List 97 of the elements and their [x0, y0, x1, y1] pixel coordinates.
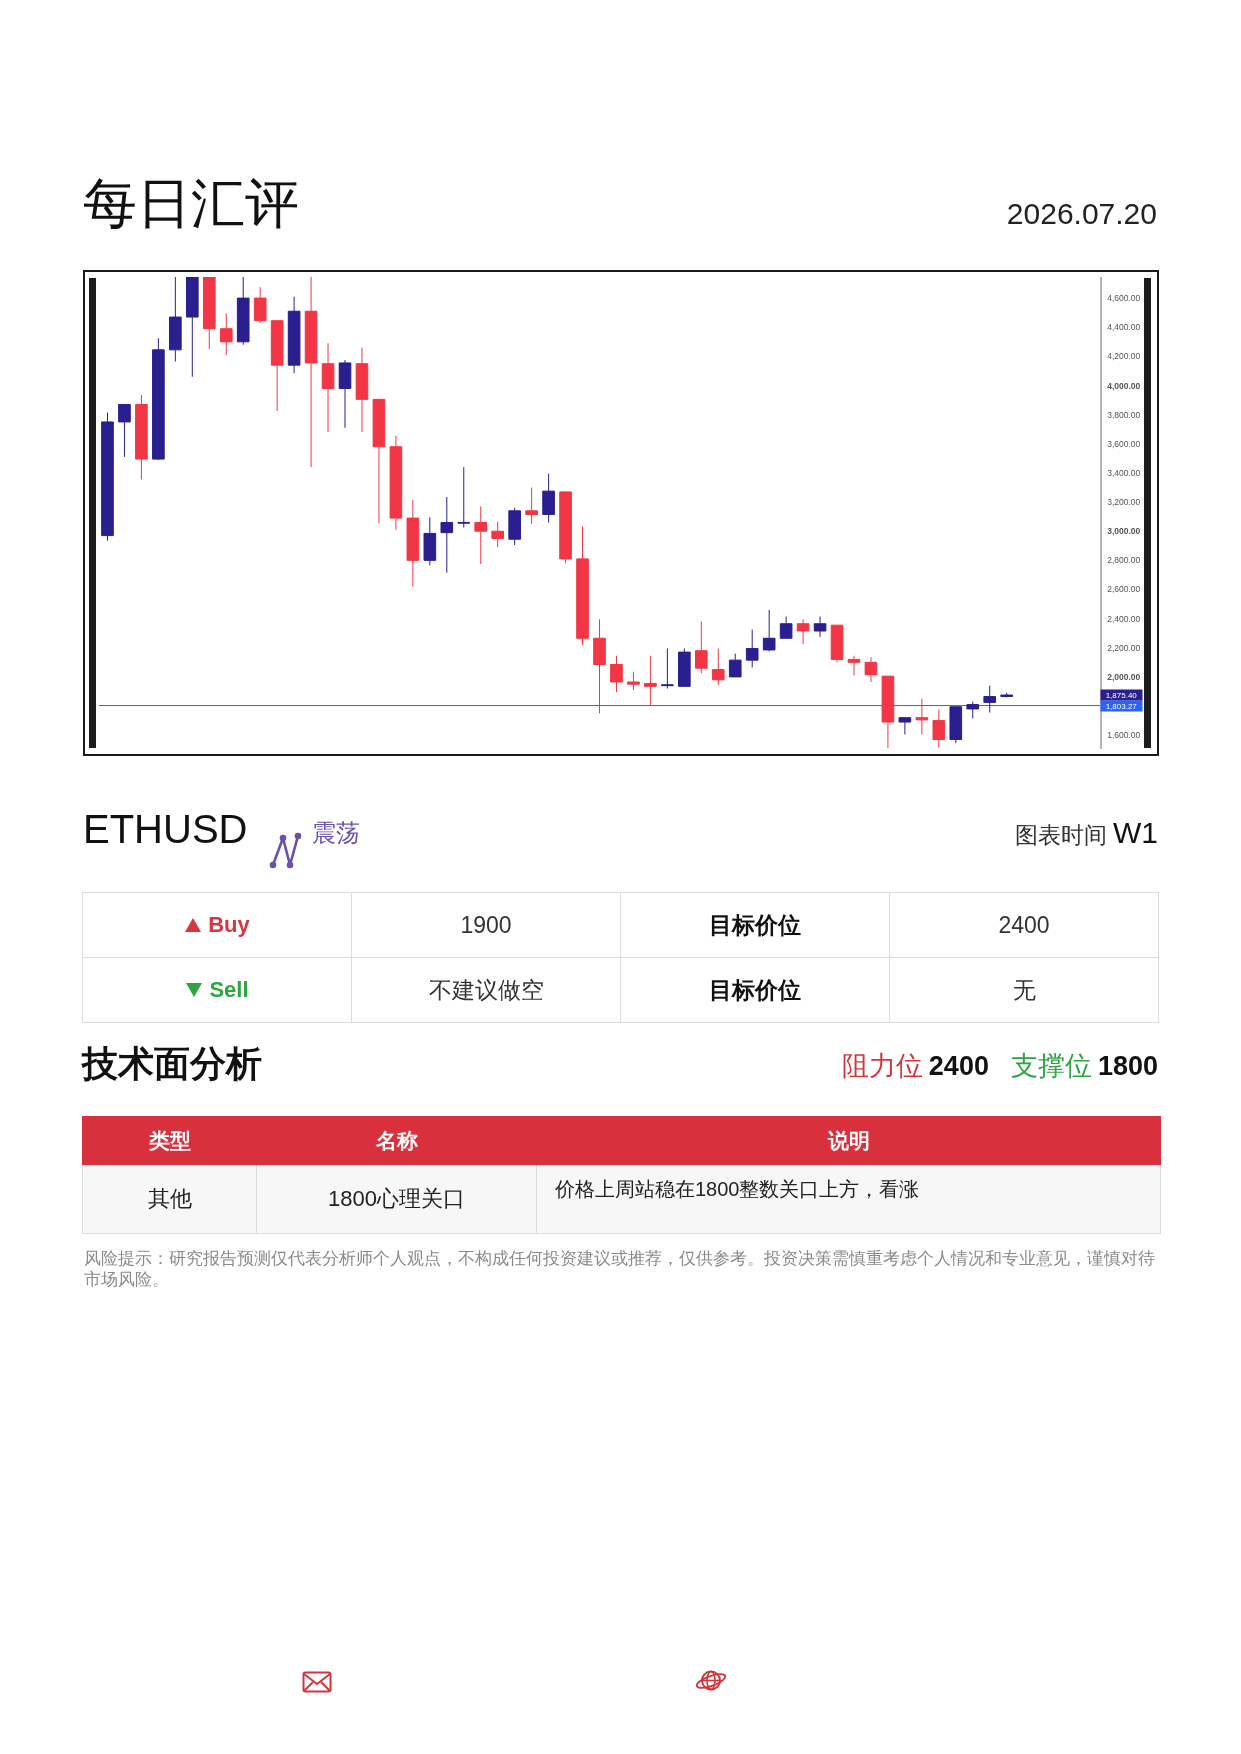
- y-tick-label: 2,600.00: [1107, 584, 1141, 595]
- text: 目标价位: [709, 976, 801, 1003]
- candlestick: [779, 615, 793, 639]
- candlestick: [593, 618, 606, 714]
- text: 不建议做空: [428, 976, 544, 1003]
- y-tick-label: 2,400.00: [1107, 613, 1141, 624]
- y-tick-label: 3,000.00: [1107, 526, 1141, 537]
- y-tick-label: 2,200.00: [1107, 642, 1141, 653]
- text: 其他: [82, 1164, 257, 1234]
- candlestick: [728, 653, 742, 678]
- candlestick: [813, 615, 827, 638]
- y-tick-label: 4,600.00: [1107, 293, 1141, 304]
- candlestick: [559, 491, 572, 564]
- text: 阻力位: [841, 1051, 923, 1081]
- candlestick: [949, 706, 963, 744]
- y-tick-label: 2,000.00: [1107, 671, 1141, 682]
- text: 名称: [256, 1116, 537, 1165]
- candlestick: [745, 629, 759, 668]
- candlestick: [627, 671, 640, 691]
- candlestick: [406, 499, 420, 588]
- candlestick: [389, 435, 403, 531]
- text: 价格上周站稳在1800整数关口上方，看涨: [536, 1164, 1161, 1234]
- candlestick: [321, 342, 335, 433]
- text: ETHUSD: [83, 806, 248, 852]
- candlestick: [508, 507, 521, 546]
- text: Sell: [209, 976, 249, 1003]
- text: W1: [1113, 816, 1158, 849]
- candlestick: [610, 655, 623, 693]
- candlestick: [915, 698, 929, 735]
- candlestick: [338, 359, 352, 429]
- y-tick-label: 3,400.00: [1107, 467, 1141, 478]
- candlestick: [525, 487, 538, 525]
- candlestick: [185, 277, 199, 378]
- candlestick: [881, 675, 895, 749]
- y-tick-label: 3,800.00: [1107, 409, 1141, 420]
- candlestick: [135, 394, 148, 480]
- candlestick: [423, 516, 437, 566]
- text: 目标价位: [709, 911, 801, 938]
- y-tick-label: 4,200.00: [1107, 351, 1141, 362]
- y-tick-label: 3,600.00: [1107, 438, 1141, 449]
- y-tick-label: 4,400.00: [1107, 322, 1141, 333]
- candlestick: [491, 521, 505, 548]
- text: Buy: [208, 911, 250, 938]
- text: 1,875.40: [1105, 690, 1138, 700]
- candlestick: [457, 466, 471, 529]
- candlestick: [474, 505, 488, 565]
- candlestick: [287, 296, 301, 374]
- text: 图表时间: [1015, 822, 1107, 848]
- candlestick: [440, 496, 454, 574]
- y-tick-label: 2,800.00: [1107, 555, 1141, 566]
- candlestick: [864, 656, 878, 683]
- candlestick: [847, 655, 861, 676]
- ref-line-label: 1,803.27: [1105, 701, 1138, 711]
- candlestick: [118, 403, 131, 458]
- candlestick: [830, 624, 844, 663]
- candlestick: [983, 685, 997, 714]
- candlestick: [152, 337, 165, 461]
- candlestick: [678, 647, 691, 687]
- candlestick: [270, 320, 284, 412]
- text: 1800心理关口: [256, 1164, 537, 1234]
- candlestick: [219, 312, 233, 356]
- text: 2400: [998, 911, 1050, 938]
- text: 技术面分析: [82, 1043, 262, 1085]
- candlestick: [576, 525, 589, 646]
- candlestick: [372, 398, 386, 524]
- text: 1800: [1097, 1051, 1158, 1081]
- candlestick: [644, 655, 657, 706]
- candlestick: [694, 621, 708, 674]
- candlestick: [762, 609, 776, 652]
- candlestick: [796, 618, 810, 645]
- candlestick: [1000, 692, 1014, 698]
- text: 震荡: [312, 819, 360, 847]
- candlestick: [711, 647, 725, 686]
- y-tick-label: 1,600.00: [1107, 730, 1141, 741]
- candlestick: [101, 411, 114, 542]
- candlestick: [932, 709, 946, 749]
- text: 1900: [460, 911, 512, 938]
- text: 说明: [536, 1116, 1161, 1165]
- candlestick: [304, 277, 318, 468]
- y-tick-label: 4,000.00: [1107, 380, 1141, 391]
- candlestick: [661, 647, 674, 690]
- candlestick: [236, 277, 250, 346]
- candlestick: [169, 277, 182, 362]
- text: 支撑位: [1010, 1051, 1092, 1081]
- chart-title: 每日汇评: [83, 173, 299, 233]
- candlestick: [542, 473, 555, 523]
- candlestick: [202, 277, 216, 350]
- text: 风险提示：研究报告预测仅代表分析师个人观点，不构成任何投资建议或推荐，仅供参考。投资决策需慎重考虑个人情况和专业意见，谨慎对待市场风险。: [84, 1248, 1156, 1290]
- text: 2400: [928, 1051, 989, 1081]
- candlestick: [355, 347, 369, 433]
- text: 类型: [82, 1116, 257, 1165]
- y-tick-label: 3,200.00: [1107, 497, 1141, 508]
- candlestick: [898, 717, 912, 735]
- chart-subtitle: 2026.07.20: [1006, 197, 1157, 231]
- candlestick: [966, 701, 980, 719]
- text: 无: [1012, 976, 1036, 1003]
- candlestick: [253, 286, 267, 324]
